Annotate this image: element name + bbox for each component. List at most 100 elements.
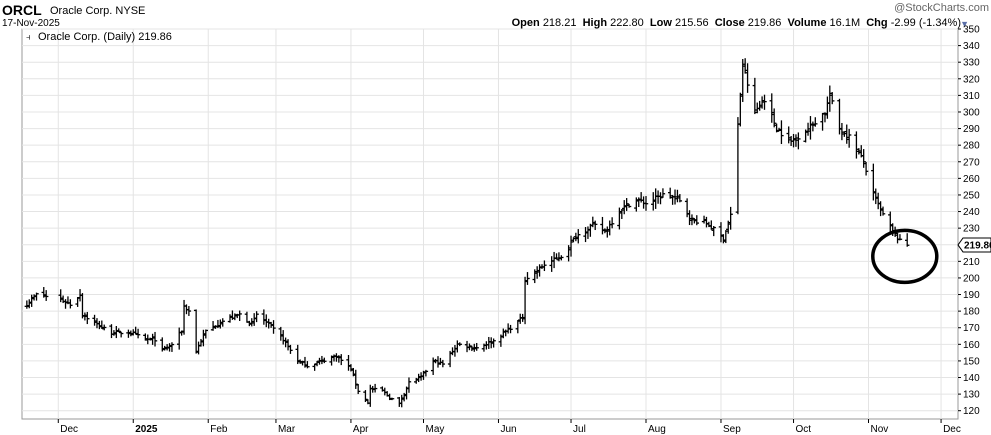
ohlc-bar — [660, 188, 666, 198]
ohlc-bar — [905, 233, 910, 247]
y-axis: 1201301401501601701801902002102202302402… — [958, 25, 980, 417]
chart-date: 17-Nov-2025 — [2, 18, 60, 29]
ohlc-bar — [762, 94, 767, 110]
ohlc-bar — [474, 342, 479, 351]
y-tick-label: 330 — [963, 58, 980, 69]
legend-label: Oracle Corp. (Daily) 219.86 — [38, 31, 172, 43]
x-tick-label: Nov — [871, 424, 889, 435]
y-tick-label: 290 — [963, 124, 980, 135]
y-tick-label: 340 — [963, 41, 980, 52]
x-axis: Dec 2025 Feb Mar Apr May Jun Jul Aug Sep Oct Nov Dec — [57, 419, 961, 435]
legend: ⫞ Oracle Corp. (Daily) 219.86 — [26, 31, 172, 43]
chart-header: ORCL Oracle Corp. NYSE 17-Nov-2025 @Stoc… — [0, 0, 991, 30]
y-tick-label: 170 — [963, 323, 980, 334]
ohlc-bar — [389, 397, 395, 401]
ohlc-bar — [43, 290, 49, 301]
ohlc-bar — [237, 310, 242, 321]
ohlc-bar — [406, 377, 412, 393]
dropdown-triangle-icon[interactable]: ▼ — [960, 19, 969, 29]
ohlc-bar — [846, 128, 852, 148]
ohlc-bar — [372, 383, 378, 393]
y-tick-label: 150 — [963, 356, 980, 367]
y-tick-label: 320 — [963, 74, 980, 85]
ohlc-bar — [305, 361, 310, 369]
open-value: 218.21 — [542, 17, 577, 29]
highlight-circle — [871, 228, 939, 285]
ohlc-bar — [542, 260, 547, 272]
ohlc-bar — [779, 120, 784, 145]
ohlc-bar — [861, 149, 866, 168]
ohlc-bar — [694, 215, 699, 226]
x-tick-label: Feb — [210, 424, 228, 435]
x-tick-label: Aug — [648, 424, 666, 435]
low-label: Low — [649, 17, 672, 29]
chg-value: -2.99 (-1.34%) — [890, 17, 961, 29]
company-name: Oracle Corp. NYSE — [50, 5, 146, 17]
ohlc-bar — [135, 328, 141, 339]
high-value: 222.80 — [610, 17, 644, 29]
ohlc-bar — [440, 359, 446, 368]
ohlc-bar — [491, 338, 496, 348]
ohlc-bar — [186, 306, 192, 316]
watermark: @StockCharts.com — [894, 2, 989, 14]
ohlc-bar — [728, 206, 733, 230]
ohlc-bar — [576, 229, 581, 244]
ohlc-bar — [771, 108, 777, 128]
high-label: High — [582, 17, 608, 29]
y-tick-label: 250 — [963, 190, 980, 201]
y-tick-label: 240 — [963, 207, 980, 218]
ohlc-bar — [254, 311, 259, 323]
ohlc-bar — [863, 161, 869, 176]
last-price-label: 219.86 — [964, 240, 991, 251]
ohlc-bar — [423, 369, 429, 377]
ohlc-bar — [525, 272, 530, 285]
ticker-symbol: ORCL — [2, 2, 42, 18]
close-label: Close — [714, 17, 745, 29]
ohlc-bar — [593, 220, 598, 231]
y-tick-label: 120 — [963, 406, 980, 417]
x-tick-label: May — [425, 424, 444, 435]
ohlc-bar — [288, 344, 293, 354]
chg-label: Chg — [866, 17, 888, 29]
y-tick-label: 350 — [963, 25, 980, 36]
grid-lines — [22, 28, 958, 419]
ohlc-bar — [457, 342, 462, 347]
y-tick-label: 270 — [963, 157, 980, 168]
y-tick-label: 130 — [963, 390, 980, 401]
y-tick-label: 230 — [963, 224, 980, 235]
y-tick-label: 160 — [963, 340, 980, 351]
ohlc-bar — [559, 255, 564, 261]
low-value: 215.56 — [674, 17, 709, 29]
x-tick-label: Dec — [60, 424, 78, 435]
volume-label: Volume — [787, 17, 827, 29]
plot-area — [21, 28, 959, 420]
y-tick-label: 300 — [963, 107, 980, 118]
ohlc-bar — [624, 198, 629, 211]
ohlc-bar — [203, 329, 209, 339]
x-tick-label: Sep — [723, 424, 741, 435]
y-tick-label: 260 — [963, 174, 980, 185]
y-tick-label: 280 — [963, 141, 980, 152]
y-tick-label: 140 — [963, 373, 980, 384]
ohlc-bar — [796, 132, 801, 150]
ohlc-bar — [677, 194, 683, 203]
ohlc-bar — [711, 225, 716, 237]
ohlc-bar — [813, 117, 818, 127]
x-tick-label: Jun — [500, 424, 516, 435]
ohlc-bar — [68, 299, 73, 309]
ohlc-bar — [745, 63, 750, 93]
x-tick-label: Oct — [796, 424, 812, 435]
ohlc-bar — [830, 92, 835, 105]
y-tick-label: 210 — [963, 257, 980, 268]
ohlc-bar — [102, 324, 107, 331]
x-tick-label: Dec — [943, 424, 961, 435]
y-tick-label: 190 — [963, 290, 980, 301]
ohlc-bar — [355, 383, 361, 395]
price-bars — [24, 58, 910, 408]
y-tick-label: 200 — [963, 273, 980, 284]
y-tick-label: 180 — [963, 307, 980, 318]
ohlc-bar — [271, 320, 276, 334]
open-label: Open — [511, 17, 540, 29]
x-tick-label: Mar — [278, 424, 296, 435]
